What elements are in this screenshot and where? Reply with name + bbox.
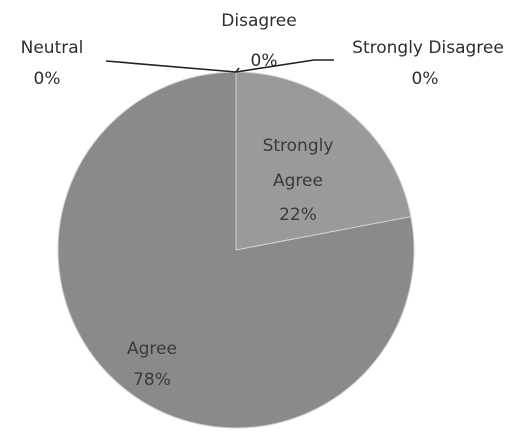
slice-label-strongly-agree-line2: Agree [273,171,323,191]
pie-slice-strongly-agree [235,71,412,251]
slice-label-strongly-agree-line1: Strongly [263,136,334,156]
slice-label-strongly-disagree-name: Strongly Disagree [352,38,504,58]
leader-line-neutral [105,60,237,73]
slice-label-disagree-value: 0% [251,51,278,71]
slice-label-disagree-name: Disagree [221,11,296,31]
slice-label-strongly-disagree-value: 0% [412,69,439,89]
slice-label-agree-name: Agree [127,339,177,359]
pie-slice-agree [57,71,415,429]
slice-label-strongly-agree-value: 22% [279,205,317,225]
leader-line-strongly-disagree [235,59,334,73]
slice-label-neutral-name: Neutral [21,38,84,58]
slice-label-agree-value: 78% [133,370,171,390]
slice-label-neutral-value: 0% [34,69,61,89]
